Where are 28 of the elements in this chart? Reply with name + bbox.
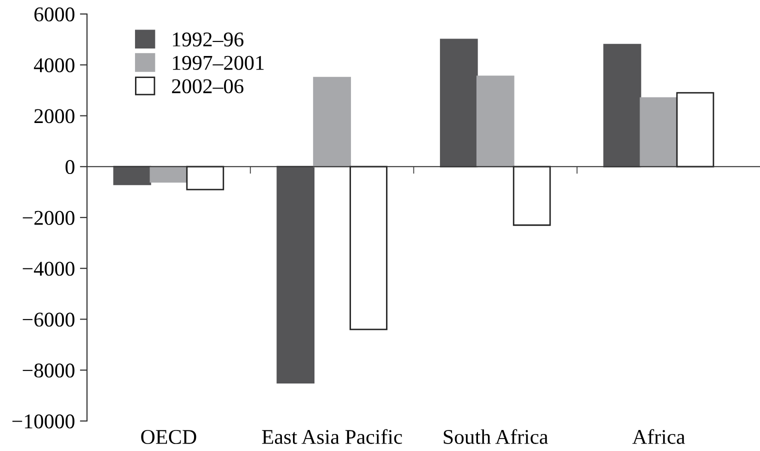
x-tick-label: OECD	[141, 430, 196, 444]
bar	[476, 76, 514, 168]
legend-label: 1997–2001	[172, 56, 264, 70]
y-tick-label: −4000	[22, 262, 74, 276]
y-tick-label: 4000	[34, 58, 74, 72]
bar	[512, 166, 551, 226]
y-tick-label: 2000	[34, 109, 74, 124]
y-tick-label: 0	[66, 160, 74, 174]
y-tick-label: −2000	[22, 210, 74, 225]
bar	[313, 76, 351, 168]
bar	[440, 38, 478, 168]
x-tick-label: Africa	[632, 429, 686, 444]
y-tick-label: −10000	[12, 414, 74, 428]
bar	[186, 166, 224, 190]
y-tick-label: −8000	[22, 364, 74, 378]
bar	[676, 92, 714, 168]
legend-label: 2002–06	[172, 79, 244, 94]
bar	[350, 166, 388, 330]
x-tick-label: East Asia Pacific	[262, 429, 402, 444]
x-tick-label: South Africa	[444, 429, 548, 444]
bar	[113, 166, 152, 186]
legend-label: 1992–96	[172, 32, 244, 47]
bar	[276, 166, 314, 384]
bar	[150, 166, 188, 183]
y-tick-label: 6000	[34, 7, 74, 22]
bar	[603, 44, 642, 168]
bar	[640, 97, 678, 168]
y-tick-label: −6000	[22, 312, 74, 327]
